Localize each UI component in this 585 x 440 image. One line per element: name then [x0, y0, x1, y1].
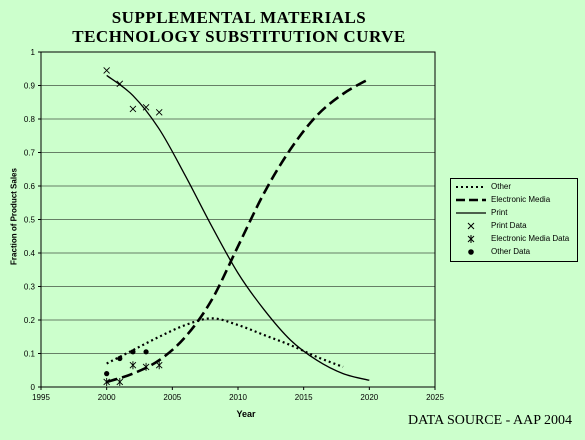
legend-label-print-data: Print Data: [491, 221, 527, 230]
data-point-electronic-media-data: [103, 377, 110, 386]
series-line-electronic-media: [106, 77, 370, 384]
y-tick-label: 0.3: [24, 283, 36, 292]
data-point-other-data: [130, 349, 136, 355]
x-tick-label: 2010: [229, 393, 247, 402]
data-point-electronic-media-data: [116, 377, 124, 386]
y-tick-label: 0.8: [24, 115, 36, 124]
star-marker-icon: [467, 235, 475, 243]
legend-item-other-data: Other Data: [453, 246, 577, 258]
legend-label-other-data: Other Data: [491, 247, 531, 256]
y-tick-label: 0.6: [24, 182, 36, 191]
data-point-print-data: [155, 108, 163, 116]
legend-item-electronic-media-data: Electronic Media Data: [453, 233, 577, 245]
data-point-print-data: [103, 67, 110, 74]
data-point-electronic-media-data: [129, 361, 137, 370]
x-tick-label: 2005: [163, 393, 181, 402]
data-point-electronic-media-data: [155, 361, 163, 370]
x-marker-icon: [467, 222, 475, 230]
chart-title-line-2: TECHNOLOGY SUBSTITUTION CURVE: [72, 27, 406, 46]
y-tick-label: 0.1: [24, 350, 36, 359]
data-point-print-data: [116, 80, 124, 88]
y-tick-label: 0.4: [24, 249, 36, 258]
legend-item-electronic-media: Electronic Media: [453, 194, 577, 206]
y-tick-label: 0.7: [24, 149, 36, 158]
data-point-other-data: [104, 371, 110, 377]
legend-item-print: Print: [453, 207, 577, 219]
gridlines: [41, 85, 435, 354]
legend-label-electronic-media-data: Electronic Media Data: [491, 234, 570, 243]
legend-label-electronic-media: Electronic Media: [491, 195, 551, 204]
y-tick-label: 0.5: [24, 216, 36, 225]
y-tick-label: 1: [31, 48, 36, 57]
data-point-other-data: [143, 349, 149, 355]
data-source-note: DATA SOURCE - AAP 2004: [408, 413, 573, 428]
dot-marker-icon: [468, 249, 474, 255]
x-tick-label: 2000: [98, 393, 116, 402]
series-line-print: [106, 74, 370, 381]
axes: 0 0.1 0.2 0.3 0.4 0.5 0.6 0.7 0.8 0.9 1 1995 2000 200…: [24, 48, 445, 402]
x-axis-label: Year: [236, 409, 256, 419]
legend-label-other: Other: [491, 182, 512, 191]
data-point-print-data: [142, 103, 150, 111]
legend-item-other: Other: [453, 181, 577, 193]
x-tick-label: 1995: [32, 393, 50, 402]
legend-label-print: Print: [491, 208, 508, 217]
y-axis-label: Fraction of Product Sales: [9, 168, 19, 265]
data-point-other-data: [117, 355, 123, 362]
y-tick-label: 0: [31, 383, 36, 392]
x-tick-label: 2020: [360, 393, 378, 402]
y-tick-label: 0.9: [24, 82, 36, 91]
data-point-electronic-media-data: [142, 362, 150, 371]
data-point-print-data: [129, 105, 137, 113]
legend-item-print-data: Print Data: [453, 220, 577, 232]
series-group: [103, 67, 370, 386]
chart-title-line-1: SUPPLEMENTAL MATERIALS: [111, 8, 367, 27]
x-tick-label: 2025: [426, 393, 444, 402]
x-tick-label: 2015: [295, 393, 313, 402]
y-tick-label: 0.2: [24, 316, 36, 325]
legend: Other Electronic Media Print Print Data …: [450, 178, 578, 262]
